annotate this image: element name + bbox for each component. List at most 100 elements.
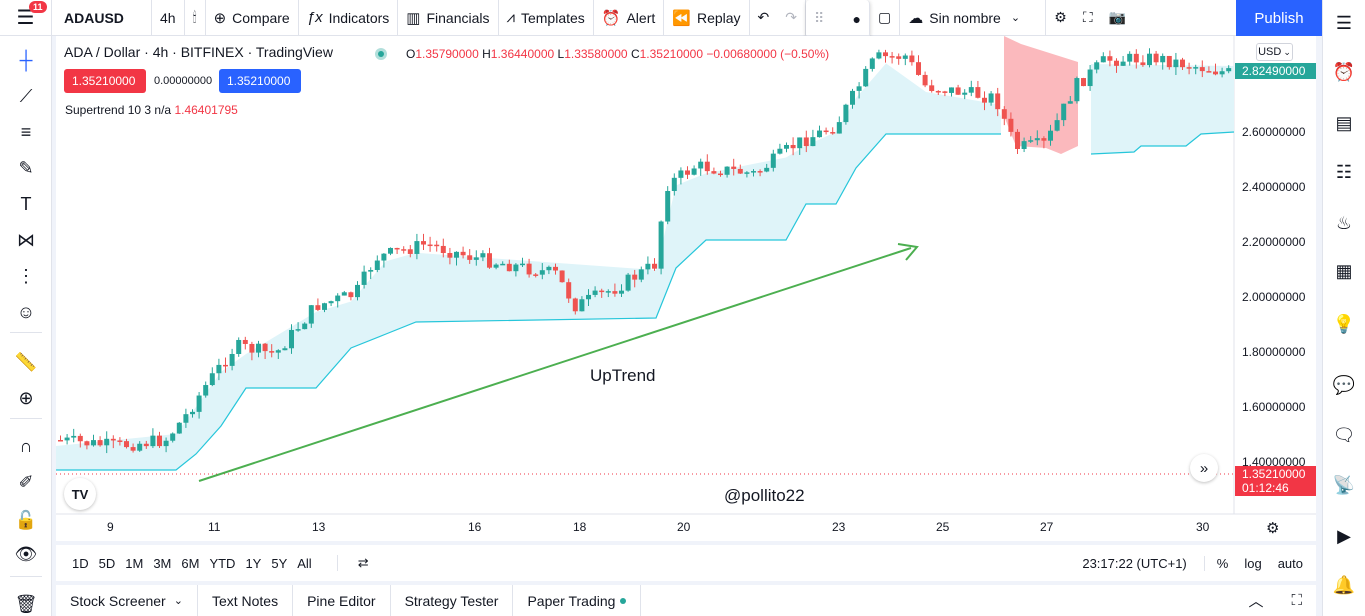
range-6m[interactable]: 6M: [181, 555, 200, 571]
clock-display[interactable]: 23:17:22 (UTC+1): [1082, 555, 1187, 571]
indicators-button[interactable]: ƒx Indicators: [299, 0, 399, 36]
snapshot-button[interactable]: 📷: [1101, 0, 1134, 36]
magnet-icon[interactable]: ∩: [19, 435, 33, 456]
chart-canvas[interactable]: [56, 36, 1316, 541]
scroll-to-latest-button[interactable]: »: [1190, 454, 1218, 482]
lock-icon[interactable]: 🔓: [14, 509, 38, 530]
candle-body: [757, 171, 763, 173]
candle-body: [856, 86, 862, 91]
lightbulb-icon[interactable]: 💡: [1332, 313, 1356, 334]
range-all[interactable]: All: [297, 555, 312, 571]
tab-stock-screener[interactable]: Stock Screener ⌄: [56, 585, 198, 616]
supertrend-legend[interactable]: Supertrend 10 3 n/a 1.46401795: [65, 103, 238, 117]
uptrend-arrow[interactable]: [198, 247, 912, 482]
drawing-toolbar-float[interactable]: ⠿ ●: [806, 0, 871, 38]
toolbar-divider: [10, 576, 42, 577]
chart-pane[interactable]: ADA / Dollar · 4h · BITFINEX · TradingVi…: [56, 36, 1316, 541]
play-circle-icon[interactable]: ▶: [1337, 525, 1351, 546]
watermark-label[interactable]: @pollito22: [724, 486, 805, 505]
candle-body: [183, 414, 189, 423]
stream-icon[interactable]: 📡: [1332, 474, 1356, 495]
currency-label: USD: [1258, 46, 1282, 58]
chat-icon[interactable]: 💬: [1332, 374, 1356, 395]
redo-button[interactable]: ↷: [777, 0, 807, 36]
candle-body: [586, 294, 591, 300]
range-3m[interactable]: 3M: [153, 555, 172, 571]
undo-button[interactable]: ↶: [750, 0, 778, 36]
settings-button[interactable]: ⚙: [1046, 0, 1075, 36]
alarm-clock-icon[interactable]: ⏰: [1332, 61, 1356, 82]
candle-body: [922, 74, 928, 86]
candle-body: [935, 90, 941, 93]
chart-title[interactable]: ADA / Dollar · 4h · BITFINEX · TradingVi…: [64, 44, 333, 60]
dot-icon[interactable]: ●: [852, 10, 862, 27]
chart-type-button[interactable]: 🕯: [185, 0, 206, 36]
candle-body: [493, 264, 499, 268]
candle-body: [1094, 62, 1100, 70]
gear-icon: ⚙: [1266, 520, 1280, 537]
gear-icon: ⚙: [1054, 9, 1067, 25]
calendar-icon[interactable]: ▦: [1335, 260, 1353, 281]
candle-body: [275, 350, 281, 353]
maximize-panel-button[interactable]: ⛶: [1277, 592, 1316, 609]
trash-icon[interactable]: 🗑: [14, 593, 38, 614]
fullscreen-button[interactable]: ⛶: [1075, 0, 1101, 36]
replay-label: Replay: [696, 9, 741, 26]
lock-drawing-icon[interactable]: ✐: [18, 471, 34, 492]
symbol-search[interactable]: ADAUSD: [52, 0, 152, 36]
range-1d[interactable]: 1D: [72, 555, 89, 571]
publish-button[interactable]: Publish: [1236, 0, 1322, 36]
compare-button[interactable]: ⊕ Compare: [206, 0, 299, 36]
text-tool-icon[interactable]: T: [20, 193, 32, 214]
emoji-icon[interactable]: ☺: [16, 301, 36, 322]
goto-date-icon[interactable]: ⇄: [336, 555, 374, 571]
range-5d[interactable]: 5D: [98, 555, 116, 571]
menu-button[interactable]: ☰ 11: [0, 0, 52, 36]
pattern-icon[interactable]: ⋈: [17, 229, 35, 250]
range-1y[interactable]: 1Y: [245, 555, 262, 571]
fib-retracement-icon[interactable]: ≡: [20, 121, 32, 142]
fullscreen-layout-button[interactable]: ▢: [870, 0, 901, 36]
range-1m[interactable]: 1M: [125, 555, 144, 571]
ohlc-close: 1.35210000: [639, 47, 704, 61]
ruler-icon[interactable]: 📏: [14, 351, 38, 372]
zoom-in-icon[interactable]: ⊕: [18, 387, 34, 408]
percent-toggle[interactable]: %: [1203, 555, 1234, 571]
alert-button[interactable]: ⏰ Alert: [594, 0, 665, 36]
watchlist-icon[interactable]: ☰: [1335, 12, 1353, 33]
bell-icon[interactable]: 🔔: [1332, 574, 1356, 595]
crosshair-icon[interactable]: ┼: [19, 49, 33, 70]
chat-bubble-icon[interactable]: 🗨: [1332, 424, 1356, 445]
layout-name-button[interactable]: ☁ Sin nombre ⌄: [900, 0, 1047, 36]
buy-price-button[interactable]: 1.35210000: [219, 69, 301, 93]
templates-button[interactable]: ⩘ Templates: [499, 0, 594, 36]
trend-line-icon[interactable]: ⟋: [19, 85, 33, 106]
brush-icon[interactable]: ✎: [18, 157, 34, 178]
log-toggle[interactable]: log: [1244, 555, 1262, 571]
currency-selector[interactable]: USD ⌄: [1256, 43, 1293, 61]
tab-strategy-tester[interactable]: Strategy Tester: [391, 585, 514, 616]
tradingview-logo[interactable]: TV: [64, 478, 96, 510]
auto-toggle[interactable]: auto: [1277, 555, 1303, 571]
fire-icon[interactable]: ♨: [1335, 212, 1353, 233]
prediction-icon[interactable]: ⋮: [17, 265, 35, 286]
range-ytd[interactable]: YTD: [209, 555, 236, 571]
time-label: 27: [1040, 520, 1054, 534]
eye-icon[interactable]: 👁: [14, 543, 38, 564]
sell-price-button[interactable]: 1.35210000: [64, 69, 146, 93]
axis-settings-button[interactable]: ⚙: [1266, 519, 1279, 537]
collapse-panel-button[interactable]: ︿: [1234, 590, 1277, 611]
candle-body: [539, 270, 545, 275]
tab-pine-editor[interactable]: Pine Editor: [293, 585, 391, 616]
replay-button[interactable]: ⏪ Replay: [664, 0, 750, 36]
hotlist-icon[interactable]: ☷: [1335, 161, 1353, 182]
financials-button[interactable]: ▥ Financials: [398, 0, 499, 36]
interval-button[interactable]: 4h: [152, 0, 185, 36]
data-window-icon[interactable]: ▤: [1335, 112, 1353, 133]
range-5y[interactable]: 5Y: [271, 555, 288, 571]
tab-paper-trading[interactable]: Paper Trading: [513, 585, 642, 616]
drag-handle-icon[interactable]: ⠿: [814, 10, 825, 26]
tab-text-notes[interactable]: Text Notes: [198, 585, 294, 616]
uptrend-label[interactable]: UpTrend: [590, 366, 656, 385]
redo-icon: ↷: [785, 9, 798, 25]
